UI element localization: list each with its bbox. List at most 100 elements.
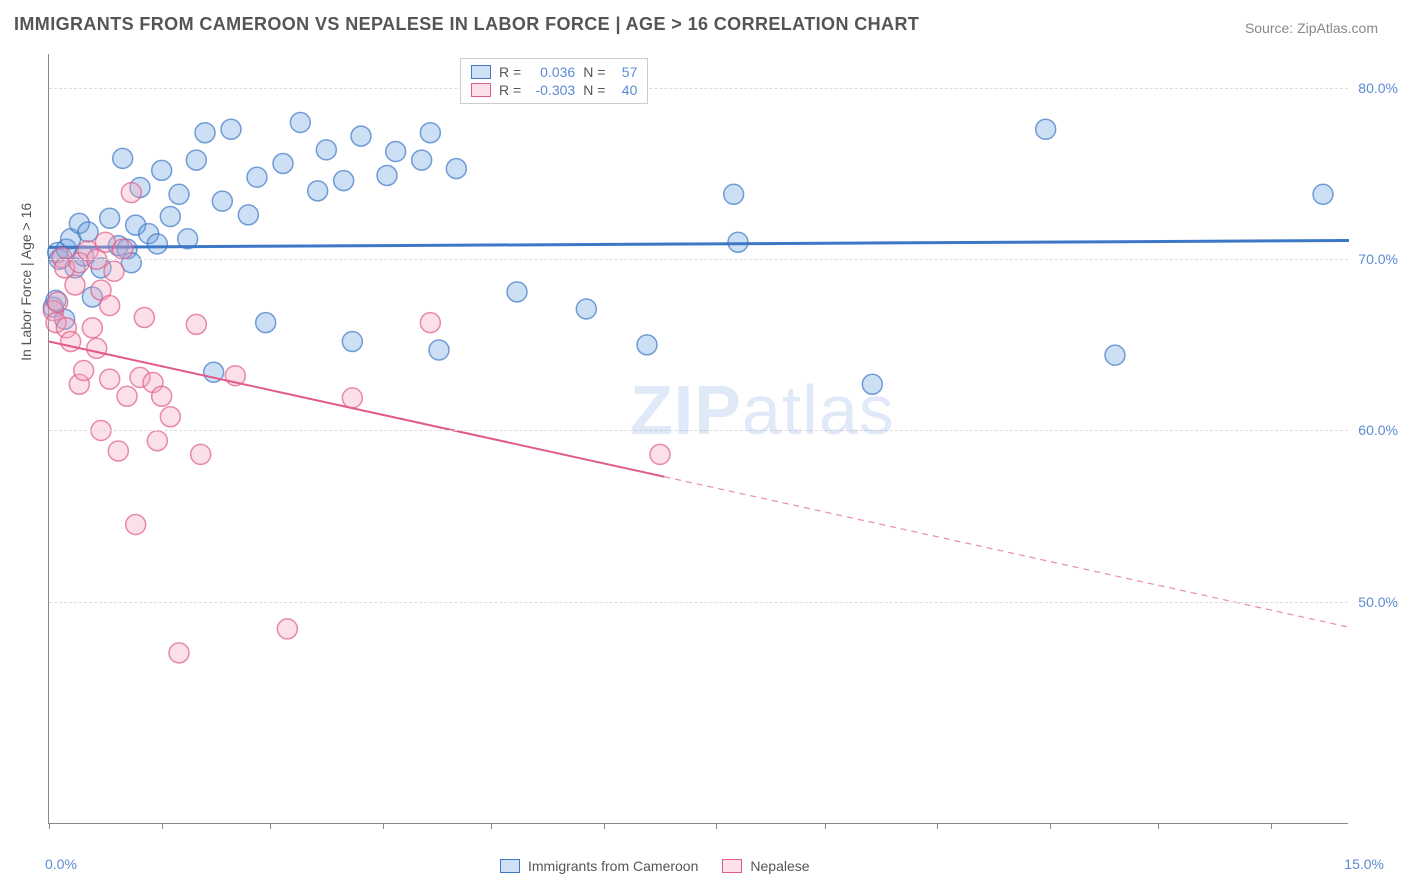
data-point [152,386,172,406]
data-point [100,208,120,228]
data-point [290,112,310,132]
data-point [650,444,670,464]
data-point [65,275,85,295]
data-point [308,181,328,201]
data-point [169,184,189,204]
gridline-h [49,88,1348,89]
data-point [186,314,206,334]
legend-series-name: Immigrants from Cameroon [528,858,698,874]
legend-r-value: -0.303 [527,82,575,98]
data-point [247,167,267,187]
y-tick-label: 50.0% [1353,594,1398,610]
legend-correlation-row: R = -0.303 N = 40 [471,81,637,99]
data-point [420,313,440,333]
trendline-solid [49,241,1349,248]
x-tick [604,823,605,829]
y-tick-label: 80.0% [1353,80,1398,96]
x-tick [49,823,50,829]
data-point [277,619,297,639]
correlation-legend: R = 0.036 N = 57 R = -0.303 N = 40 [460,58,648,104]
data-point [147,431,167,451]
data-point [429,340,449,360]
data-point [117,386,137,406]
legend-series-item: Nepalese [722,858,809,874]
gridline-h [49,602,1348,603]
x-tick [383,823,384,829]
data-point [342,331,362,351]
data-point [113,239,133,259]
x-tick [825,823,826,829]
data-point [637,335,657,355]
data-point [221,119,241,139]
data-point [212,191,232,211]
data-point [862,374,882,394]
data-point [147,234,167,254]
gridline-h [49,259,1348,260]
data-point [377,165,397,185]
legend-series-item: Immigrants from Cameroon [500,858,698,874]
legend-n-label: N = 57 [583,64,637,80]
data-point [121,183,141,203]
legend-correlation-row: R = 0.036 N = 57 [471,63,637,81]
x-tick [1158,823,1159,829]
data-point [169,643,189,663]
data-point [134,308,154,328]
data-point [724,184,744,204]
y-tick-label: 60.0% [1353,422,1398,438]
data-point [386,142,406,162]
x-tick [162,823,163,829]
data-point [273,154,293,174]
data-point [191,444,211,464]
data-point [126,515,146,535]
x-axis-min-label: 0.0% [45,856,77,872]
trendline-dashed [664,477,1349,627]
data-point [195,123,215,143]
legend-swatch [471,83,491,97]
data-point [507,282,527,302]
scatter-plot-svg [49,54,1348,823]
data-point [238,205,258,225]
legend-swatch [722,859,742,873]
data-point [100,369,120,389]
data-point [1313,184,1333,204]
data-point [412,150,432,170]
legend-n-label: N = 40 [583,82,637,98]
data-point [1105,345,1125,365]
x-tick [716,823,717,829]
legend-n-value: 40 [611,82,637,98]
legend-r-label: R = 0.036 [499,64,575,80]
data-point [48,292,68,312]
x-tick [937,823,938,829]
gridline-h [49,430,1348,431]
data-point [256,313,276,333]
trendline-solid [49,341,664,476]
data-point [82,318,102,338]
data-point [334,171,354,191]
x-tick [491,823,492,829]
data-point [104,261,124,281]
legend-series-name: Nepalese [750,858,809,874]
data-point [351,126,371,146]
y-tick-label: 70.0% [1353,251,1398,267]
data-point [160,207,180,227]
data-point [160,407,180,427]
y-axis-label: In Labor Force | Age > 16 [18,203,34,361]
data-point [113,148,133,168]
x-axis-max-label: 15.0% [1344,856,1384,872]
data-point [186,150,206,170]
series-legend: Immigrants from Cameroon Nepalese [500,858,810,874]
data-point [342,388,362,408]
data-point [108,441,128,461]
plot-area: 50.0%60.0%70.0%80.0% [48,54,1348,824]
legend-swatch [471,65,491,79]
legend-swatch [500,859,520,873]
legend-r-label: R = -0.303 [499,82,575,98]
x-tick [270,823,271,829]
data-point [446,159,466,179]
data-point [152,160,172,180]
data-point [74,361,94,381]
data-point [87,338,107,358]
x-tick [1271,823,1272,829]
data-point [576,299,596,319]
x-tick [1050,823,1051,829]
